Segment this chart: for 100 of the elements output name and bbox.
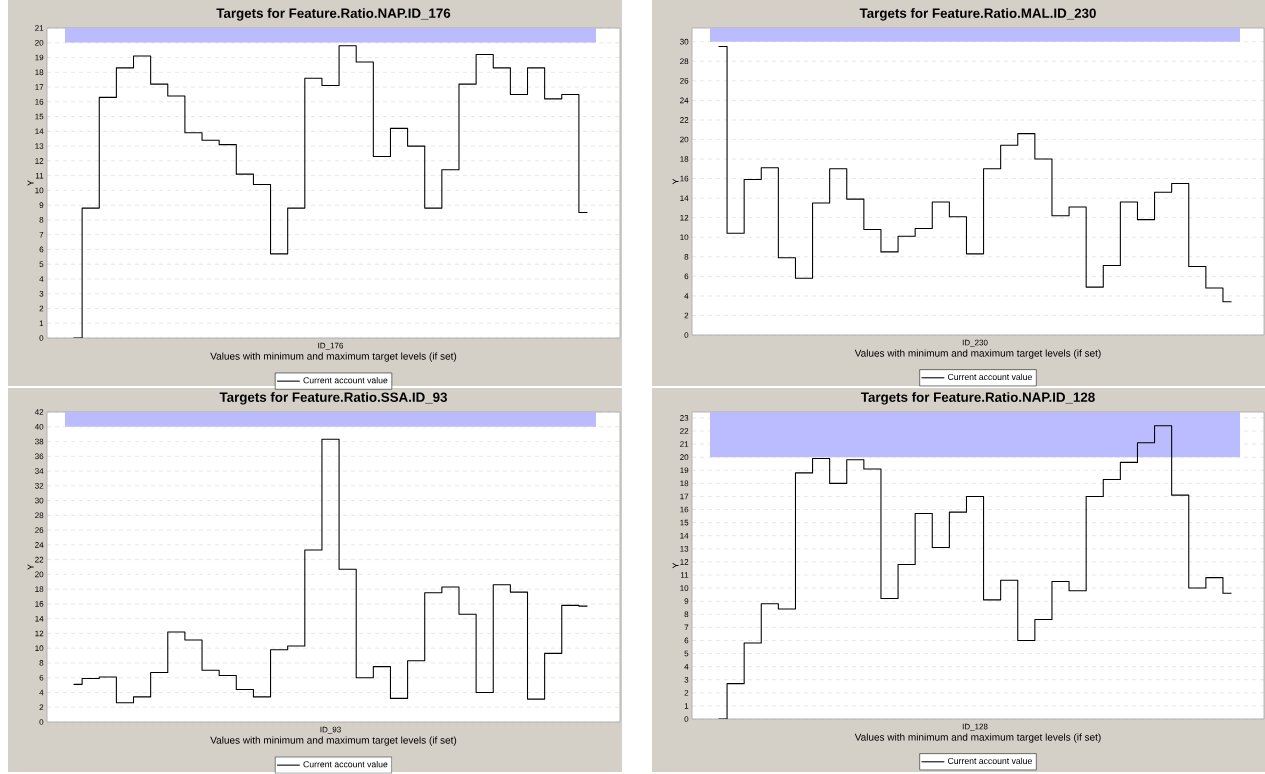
y-tick-label: 6 bbox=[684, 637, 689, 644]
y-tick-label: 17 bbox=[680, 493, 689, 500]
x-tick-label: ID_230 bbox=[962, 339, 988, 348]
y-tick-label: 20 bbox=[35, 571, 44, 578]
x-axis-title: Values with minimum and maximum target levels (if set) bbox=[854, 733, 1101, 743]
chart-title: Targets for Feature.Ratio.SSA.ID_93 bbox=[219, 392, 447, 405]
y-tick-label: 16 bbox=[680, 506, 689, 513]
x-tick-label: ID_176 bbox=[318, 342, 344, 351]
y-tick-label: 23 bbox=[680, 415, 689, 421]
y-tick-label: 2 bbox=[39, 305, 44, 312]
y-tick-label: 10 bbox=[35, 187, 44, 194]
y-tick-label: 21 bbox=[35, 25, 44, 32]
y-tick-label: 15 bbox=[680, 520, 689, 526]
y-tick-label: 16 bbox=[35, 601, 44, 607]
y-tick-label: 15 bbox=[35, 114, 44, 120]
y-tick-label: 18 bbox=[680, 156, 689, 163]
y-tick-label: 24 bbox=[35, 542, 44, 548]
y-tick-label: 1 bbox=[39, 320, 44, 327]
y-tick-label: 8 bbox=[684, 611, 689, 618]
y-tick-label: 18 bbox=[680, 480, 689, 487]
y-tick-label: 4 bbox=[684, 664, 689, 670]
y-tick-label: 19 bbox=[35, 54, 44, 61]
y-tick-label: 2 bbox=[684, 690, 689, 696]
y-tick-label: 34 bbox=[35, 468, 44, 475]
y-tick-label: 9 bbox=[39, 202, 44, 209]
y-tick-label: 12 bbox=[35, 158, 44, 164]
y-tick-label: 18 bbox=[35, 69, 44, 76]
y-tick-label: 3 bbox=[684, 677, 689, 683]
y-tick-label: 5 bbox=[39, 261, 44, 268]
y-tick-label: 19 bbox=[680, 467, 689, 474]
x-axis-title: Values with minimum and maximum target levels (if set) bbox=[854, 349, 1101, 359]
y-tick-label: 30 bbox=[35, 497, 44, 504]
y-axis-title: Y bbox=[672, 179, 679, 185]
y-tick-label: 36 bbox=[35, 453, 44, 460]
chart-title: Targets for Feature.Ratio.NAP.ID_128 bbox=[860, 392, 1095, 405]
y-tick-label: 13 bbox=[680, 546, 689, 552]
y-tick-label: 18 bbox=[35, 586, 44, 593]
y-tick-label: 30 bbox=[680, 39, 689, 45]
x-axis-title: Values with minimum and maximum target levels (if set) bbox=[210, 352, 457, 362]
y-tick-label: 8 bbox=[39, 660, 44, 667]
y-tick-label: 7 bbox=[39, 232, 44, 238]
y-tick-label: 6 bbox=[39, 246, 44, 253]
y-tick-label: 2 bbox=[684, 312, 689, 319]
y-tick-label: 2 bbox=[39, 704, 44, 711]
y-tick-label: 28 bbox=[35, 512, 44, 519]
y-tick-label: 12 bbox=[680, 559, 689, 565]
y-tick-label: 40 bbox=[34, 424, 44, 430]
y-tick-label: 4 bbox=[39, 689, 44, 696]
y-tick-label: 7 bbox=[684, 624, 689, 631]
y-tick-label: 10 bbox=[35, 645, 44, 652]
y-tick-label: 0 bbox=[684, 332, 689, 339]
y-tick-label: 22 bbox=[680, 117, 689, 123]
y-tick-label: 20 bbox=[35, 40, 44, 46]
y-tick-label: 10 bbox=[680, 234, 689, 241]
y-tick-label: 14 bbox=[680, 195, 689, 202]
y-tick-label: 6 bbox=[39, 675, 44, 681]
y-tick-label: 14 bbox=[35, 128, 44, 135]
legend-label: Current account value bbox=[947, 373, 1032, 381]
x-axis-title: Values with minimum and maximum target levels (if set) bbox=[210, 736, 457, 746]
chart-title: Targets for Feature.Ratio.NAP.ID_176 bbox=[216, 8, 451, 21]
y-tick-label: 14 bbox=[35, 616, 44, 622]
y-tick-label: 22 bbox=[680, 428, 689, 435]
y-tick-label: 12 bbox=[35, 630, 44, 637]
y-tick-label: 26 bbox=[680, 78, 689, 84]
y-axis-title: Y bbox=[672, 563, 679, 569]
legend-label: Current account value bbox=[947, 757, 1032, 765]
y-tick-label: 20 bbox=[680, 136, 689, 143]
y-tick-label: 42 bbox=[34, 409, 44, 416]
y-tick-label: 22 bbox=[35, 557, 44, 563]
y-tick-label: 14 bbox=[680, 533, 689, 539]
y-tick-label: 9 bbox=[684, 598, 689, 605]
y-axis-title: Y bbox=[27, 564, 34, 570]
y-tick-label: 0 bbox=[684, 716, 689, 723]
y-tick-label: 20 bbox=[680, 454, 689, 461]
y-tick-label: 10 bbox=[680, 585, 689, 592]
y-tick-label: 24 bbox=[680, 97, 689, 104]
x-tick-label: ID_128 bbox=[962, 723, 988, 732]
y-tick-label: 12 bbox=[680, 215, 689, 221]
legend-label: Current account value bbox=[303, 761, 388, 768]
y-tick-label: 3 bbox=[39, 291, 44, 297]
y-tick-label: 38 bbox=[35, 438, 44, 445]
y-tick-label: 28 bbox=[680, 58, 689, 65]
y-tick-label: 21 bbox=[680, 441, 689, 448]
legend-label: Current account value bbox=[303, 377, 388, 384]
y-tick-label: 0 bbox=[39, 719, 44, 726]
y-tick-label: 16 bbox=[35, 99, 44, 105]
y-axis-title: Y bbox=[27, 180, 34, 186]
y-tick-label: 4 bbox=[39, 276, 44, 282]
x-tick-label: ID_93 bbox=[320, 726, 341, 735]
y-tick-label: 26 bbox=[35, 527, 44, 534]
y-tick-label: 0 bbox=[39, 335, 44, 342]
y-tick-label: 4 bbox=[684, 293, 689, 299]
y-tick-label: 8 bbox=[39, 217, 44, 223]
y-tick-label: 1 bbox=[684, 703, 689, 709]
chart-title: Targets for Feature.Ratio.MAL.ID_230 bbox=[859, 8, 1096, 21]
y-tick-label: 6 bbox=[684, 273, 689, 280]
y-tick-label: 13 bbox=[35, 143, 44, 150]
y-tick-label: 16 bbox=[680, 175, 689, 182]
y-tick-label: 8 bbox=[684, 254, 689, 260]
y-tick-label: 11 bbox=[35, 173, 44, 179]
